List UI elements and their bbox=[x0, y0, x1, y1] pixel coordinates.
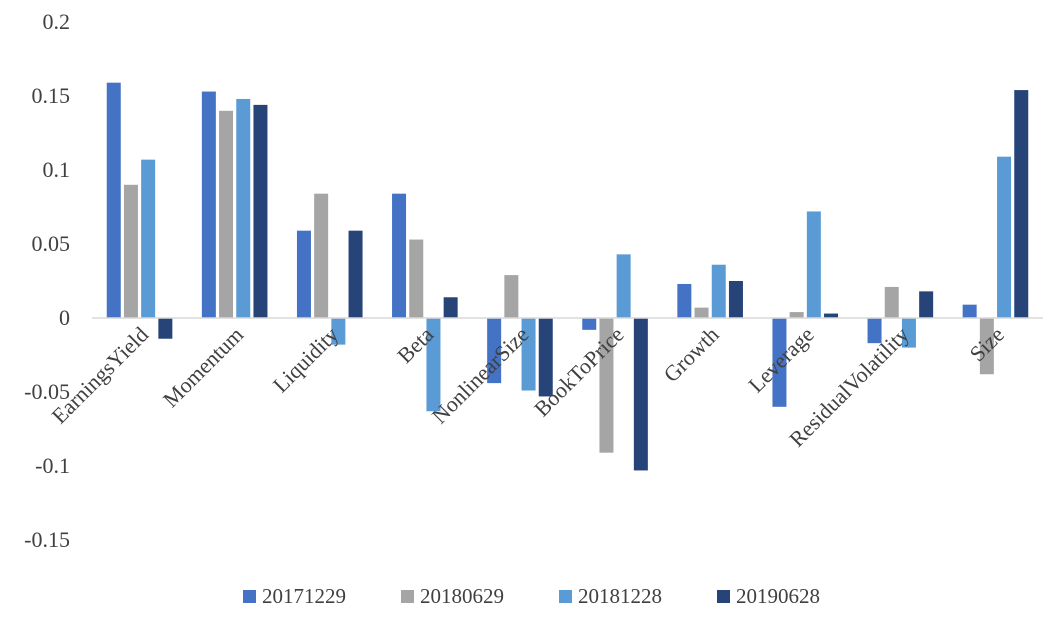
y-tick-label: 0 bbox=[59, 305, 70, 330]
bar-20181228-Leverage bbox=[806, 211, 821, 318]
bar-20190628-Size bbox=[1014, 90, 1029, 318]
bar-20181228-Beta bbox=[426, 318, 441, 412]
bar-20180629-Size bbox=[979, 318, 994, 375]
bar-20171229-Leverage bbox=[772, 318, 787, 407]
y-axis-ticks: -0.15 -0.1 -0.05 0 0.05 0.1 0.15 0.2 bbox=[24, 9, 70, 552]
bar-20181228-EarningsYield bbox=[141, 159, 156, 318]
legend-swatch bbox=[243, 590, 256, 603]
category-label: Liquidity bbox=[268, 322, 344, 398]
bar-20181228-Liquidity bbox=[331, 318, 346, 345]
bar-20181228-Size bbox=[997, 156, 1012, 318]
y-tick-label: -0.05 bbox=[24, 379, 70, 404]
bar-20181228-NonlinearSize bbox=[521, 318, 536, 391]
bar-20181228-BookToPrice bbox=[616, 254, 631, 318]
bar-20190628-Leverage bbox=[824, 313, 839, 318]
bar-20181228-Growth bbox=[711, 264, 726, 318]
bar-20171229-NonlinearSize bbox=[487, 318, 502, 384]
bar-20171229-ResidualVolatility bbox=[867, 318, 882, 344]
bar-20171229-Size bbox=[962, 304, 977, 318]
bar-20180629-BookToPrice bbox=[599, 318, 614, 453]
legend-label: 20171229 bbox=[262, 584, 346, 608]
y-tick-label: 0.2 bbox=[43, 9, 71, 34]
bar-20171229-Beta bbox=[392, 193, 407, 318]
bar-20171229-Liquidity bbox=[296, 230, 311, 318]
y-tick-label: -0.1 bbox=[35, 453, 70, 478]
bar-20171229-EarningsYield bbox=[106, 82, 121, 319]
bar-20190628-Momentum bbox=[253, 104, 268, 318]
legend-swatch bbox=[717, 590, 730, 603]
bar-20181228-Momentum bbox=[236, 98, 251, 319]
legend-swatch bbox=[401, 590, 414, 603]
bar-20171229-Momentum bbox=[201, 91, 216, 318]
bar-20180629-Leverage bbox=[789, 312, 804, 318]
bar-20190628-EarningsYield bbox=[158, 318, 173, 339]
legend-swatch bbox=[559, 590, 572, 603]
bar-20180629-EarningsYield bbox=[123, 184, 138, 318]
bar-20190628-Liquidity bbox=[348, 230, 363, 318]
bar-20171229-BookToPrice bbox=[582, 318, 597, 330]
bar-20180629-Liquidity bbox=[314, 193, 329, 318]
legend: 20171229 20180629 20181228 20190628 bbox=[243, 584, 820, 608]
category-label: NonlinearSize bbox=[427, 322, 534, 429]
y-tick-label: 0.1 bbox=[43, 157, 71, 182]
bar-20190628-BookToPrice bbox=[633, 318, 648, 471]
category-label: Size bbox=[964, 322, 1008, 366]
bar-20190628-Beta bbox=[443, 297, 458, 318]
bar-series-group bbox=[106, 82, 1029, 471]
bar-20190628-NonlinearSize bbox=[538, 318, 553, 397]
bar-20180629-Momentum bbox=[219, 110, 234, 318]
y-tick-label: 0.05 bbox=[32, 231, 71, 256]
y-tick-label: 0.15 bbox=[32, 83, 71, 108]
legend-label: 20180629 bbox=[420, 584, 504, 608]
bar-20181228-ResidualVolatility bbox=[901, 318, 916, 348]
bar-20190628-ResidualVolatility bbox=[919, 291, 934, 318]
category-label: Growth bbox=[658, 322, 723, 387]
bar-20171229-Growth bbox=[677, 283, 692, 318]
legend-label: 20181228 bbox=[578, 584, 662, 608]
bar-20180629-Beta bbox=[409, 239, 424, 318]
bar-20180629-ResidualVolatility bbox=[884, 286, 899, 318]
bar-20180629-Growth bbox=[694, 307, 709, 318]
y-tick-label: -0.15 bbox=[24, 527, 70, 552]
bar-20180629-NonlinearSize bbox=[504, 275, 519, 318]
bar-20190628-Growth bbox=[728, 281, 743, 318]
legend-label: 20190628 bbox=[736, 584, 820, 608]
category-label: EarningsYield bbox=[46, 322, 153, 429]
